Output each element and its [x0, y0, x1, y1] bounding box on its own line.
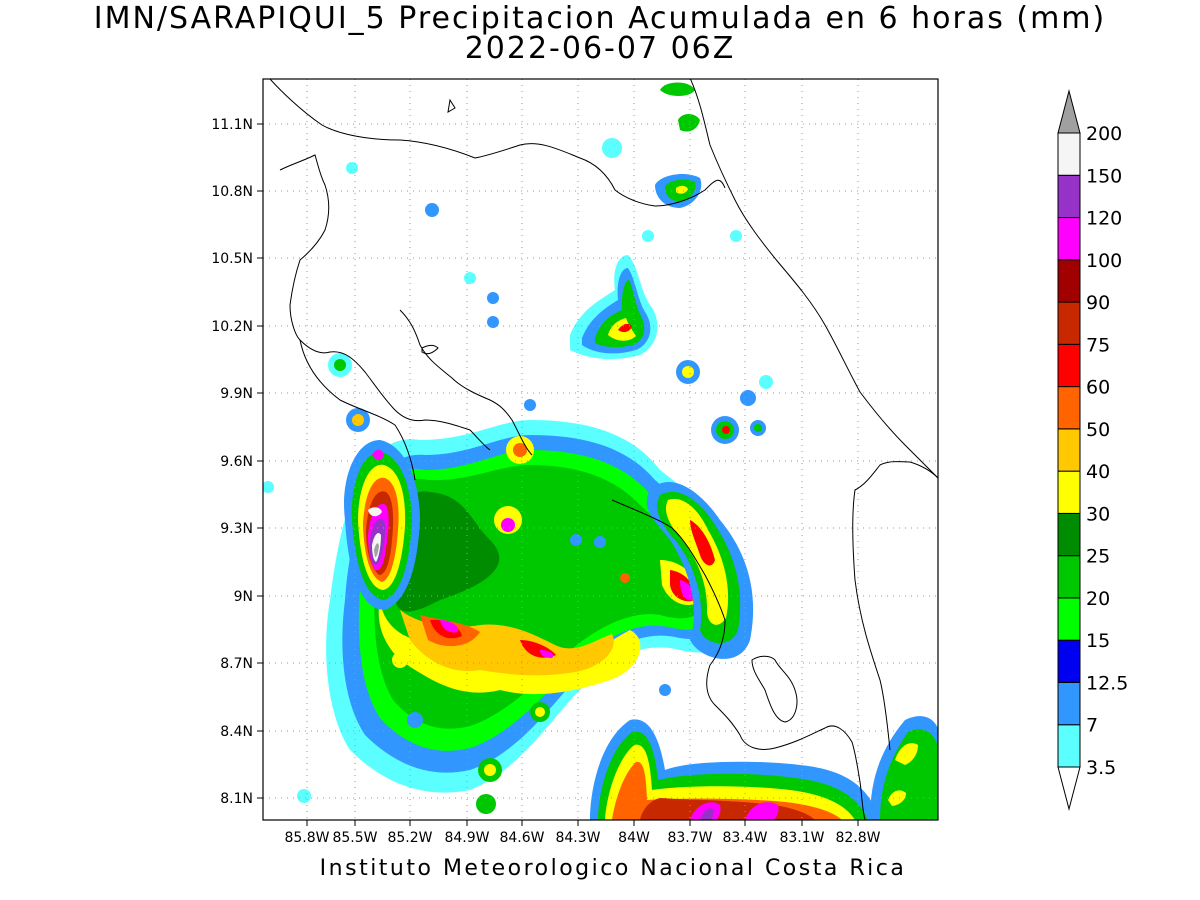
latitude-ticks: 11.1N 10.8N 10.5N 10.2N 9.9N 9.6N 9.3N 9N 8.7N 8.…	[211, 117, 263, 807]
lat-tick-label: 8.4N	[220, 724, 253, 740]
lon-tick-label: 84.9W	[444, 830, 489, 846]
rain-cell-north-central	[570, 255, 658, 360]
colorbar-label: 90	[1086, 292, 1110, 314]
rain-mass-central	[326, 420, 751, 793]
colorbar-swatch	[1057, 724, 1081, 768]
colorbar-swatch	[1057, 343, 1081, 388]
colorbar-swatch	[1057, 174, 1081, 219]
lat-tick-label: 8.7N	[220, 656, 253, 672]
lat-tick-label: 8.1N	[220, 791, 253, 807]
colorbar-swatch	[1057, 639, 1081, 683]
osa-peninsula	[706, 664, 866, 820]
map-title: IMN/SARAPIQUI_5 Precipitacion Acumulada …	[93, 1, 1107, 36]
colorbar-swatch	[1057, 555, 1081, 599]
colorbar-label: 20	[1086, 588, 1110, 610]
lat-tick-label: 9.9N	[220, 386, 253, 402]
colorbar-arrow-top	[1057, 89, 1081, 134]
colorbar-swatch	[1057, 428, 1081, 472]
colorbar-label: 15	[1086, 630, 1110, 652]
colorbar-swatch	[1057, 597, 1081, 641]
colorbar-label: 60	[1086, 377, 1110, 399]
colorbar-label: 12.5	[1086, 672, 1128, 694]
rain-cell-west	[344, 440, 420, 610]
panama-coast	[852, 461, 938, 751]
panama-border	[611, 499, 726, 666]
colorbar-label: 120	[1086, 208, 1122, 230]
colorbar-swatch	[1057, 681, 1081, 726]
colorbar-label: 200	[1086, 123, 1122, 145]
lon-tick-label: 84W	[618, 830, 650, 846]
lon-tick-label: 83.7W	[667, 830, 712, 846]
nicoya-peninsula	[299, 339, 416, 481]
footer-credit: Instituto Meteorologico Nacional Costa R…	[319, 856, 907, 881]
lon-tick-label: 83.4W	[722, 830, 767, 846]
lon-tick-label: 84.3W	[555, 830, 600, 846]
colorbar-swatch	[1057, 217, 1081, 261]
lon-tick-label: 85.2W	[387, 830, 432, 846]
map-frame	[262, 78, 939, 821]
precipitation-field	[263, 82, 938, 820]
lat-tick-label: 10.2N	[211, 319, 253, 335]
lon-tick-label: 85.5W	[332, 830, 377, 846]
colorbar-label: 75	[1086, 334, 1110, 356]
colorbar-swatch	[1057, 470, 1081, 514]
coastlines	[269, 79, 938, 820]
colorbar-label: 150	[1086, 165, 1122, 187]
lon-tick-label: 82.8W	[835, 830, 880, 846]
colorbar-swatch	[1057, 301, 1081, 345]
lat-tick-label: 9.3N	[220, 521, 253, 537]
colorbar-label: 40	[1086, 461, 1110, 483]
lon-tick-label: 84.6W	[499, 830, 544, 846]
colorbar: 3.5 7 12.5 15 20 25 30 40 50 60 75 90 100 120 150 200	[1057, 89, 1128, 811]
bocas-island	[421, 344, 439, 355]
colorbar-swatch	[1057, 259, 1081, 303]
lat-tick-label: 9N	[234, 589, 253, 605]
colorbar-label: 100	[1086, 250, 1122, 272]
colorbar-label: 25	[1086, 546, 1110, 568]
lat-tick-label: 11.1N	[211, 117, 253, 133]
colorbar-label: 3.5	[1086, 757, 1116, 779]
colorbar-arrow-bottom	[1057, 766, 1081, 811]
lon-tick-label: 85.8W	[284, 830, 329, 846]
caribbean-coast	[689, 79, 938, 479]
longitude-ticks: 85.8W 85.5W 85.2W 84.9W 84.6W 84.3W 84W 83.7W 83…	[284, 820, 881, 846]
colorbar-label: 7	[1086, 715, 1098, 737]
golfo-dulce	[751, 655, 798, 723]
pacific-coast-north	[279, 154, 491, 451]
colorbar-swatch	[1057, 512, 1081, 557]
lake-islet	[447, 98, 456, 113]
map-datetime: 2022-06-07 06Z	[464, 31, 736, 66]
lat-tick-label: 10.8N	[211, 184, 253, 200]
nicoya-gulf-coast	[399, 309, 533, 456]
colorbar-swatch	[1057, 132, 1081, 176]
colorbar-label: 50	[1086, 419, 1110, 441]
lat-tick-label: 10.5N	[211, 251, 253, 267]
colorbar-swatch	[1057, 386, 1081, 430]
rain-cell-southeast-corner	[870, 716, 938, 820]
lon-tick-label: 83.1W	[779, 830, 824, 846]
nicaragua-lake-coast	[269, 79, 726, 207]
rain-cells-scattered	[263, 138, 773, 814]
colorbar-label: 30	[1086, 503, 1110, 525]
rain-cell-north	[655, 82, 702, 208]
lat-tick-label: 9.6N	[220, 454, 253, 470]
